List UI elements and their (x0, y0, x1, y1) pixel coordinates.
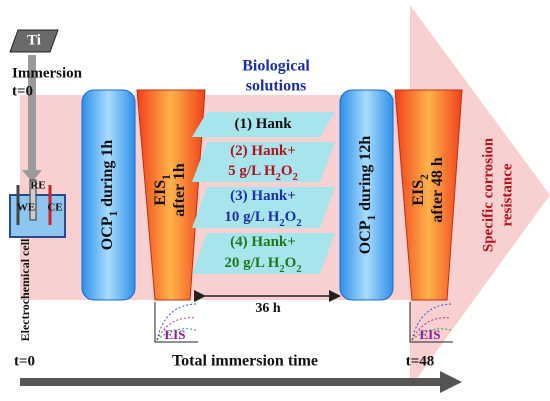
outcome-label: Specific corrosion resistance (480, 137, 515, 252)
text-run: OCP (357, 220, 374, 254)
text-run: EIS (410, 180, 427, 206)
eis-text: EIS2 (410, 174, 431, 206)
timeline-arrow (20, 371, 462, 393)
electrode (29, 179, 37, 221)
ocp-text: OCP1 during 12h (357, 136, 378, 255)
text-run: (1) Hank (234, 116, 292, 132)
text-run: after 48 h (429, 157, 446, 223)
text-run: during 12h (357, 136, 374, 215)
eis-plot-label: EIS (165, 327, 186, 342)
plot-curve (156, 303, 197, 341)
subscript: 2 (296, 264, 301, 275)
text-run: 20 g/L H (224, 255, 279, 271)
plot-axes (154, 302, 198, 343)
cell-label: Electrochemical cell (18, 238, 32, 341)
eis-plot (409, 302, 453, 343)
subscript: 2 (293, 172, 298, 183)
biological-label: Biological (242, 58, 310, 75)
text-run: (4) Hank+ (230, 234, 296, 250)
ocp-label: OCP1 during 1h (99, 140, 120, 251)
ocp-bar (81, 89, 136, 301)
biological-label: solutions (246, 78, 306, 95)
subscript: 1 (161, 174, 173, 180)
ti-plate (9, 29, 59, 53)
solution-text: (2) Hank+ (230, 143, 296, 159)
plot-curve (411, 328, 452, 341)
text-run: OCP (99, 216, 116, 250)
plot-curve (411, 317, 452, 341)
text-run: 10 g/L H (224, 209, 279, 225)
text-run: O (285, 209, 297, 225)
outcome-text: resistance (499, 163, 515, 226)
outcome-text: Specific corrosion (480, 137, 496, 252)
text-run: 5 g/L H (228, 163, 276, 179)
ocp-text: OCP1 during 1h (99, 140, 120, 251)
solution-box (192, 187, 335, 228)
text-run: (2) Hank+ (230, 143, 296, 159)
electrode-label: CE (47, 202, 62, 214)
eis-block (394, 89, 463, 301)
immersion-label: Immersion (12, 65, 83, 81)
subscript: 2 (279, 218, 284, 229)
time-label: t=48 (406, 353, 435, 369)
text-run: during 1h (99, 140, 116, 211)
subscript: 2 (296, 218, 301, 229)
subscript: 1 (366, 214, 378, 220)
eis-text: after 48 h (429, 157, 446, 223)
solution-text: (3) Hank+ (230, 188, 296, 204)
text-run: after 1h (171, 163, 188, 217)
subscript: 1 (108, 210, 120, 216)
text-run: O (281, 163, 293, 179)
eis-plot (154, 302, 198, 343)
eis-block (136, 89, 206, 301)
electrode-label: RE (30, 180, 45, 192)
ocp-label: OCP1 during 12h (357, 136, 378, 255)
solution-box (192, 142, 335, 182)
plot-axes (409, 302, 453, 343)
electrode-label: WE (17, 202, 35, 214)
solution-text: 5 g/L H2O2 (228, 163, 298, 182)
plot-curve (156, 317, 197, 341)
time-label: t=0 (14, 353, 35, 369)
ti-label: Ti (27, 32, 41, 48)
solution-text: 10 g/L H2O2 (224, 209, 301, 228)
solution-text: (4) Hank+ (230, 234, 296, 250)
solution-text: (1) Hank (234, 116, 292, 132)
electrochemical-cell (9, 179, 66, 238)
eis-text: after 1h (171, 163, 188, 217)
timeline-label: Total immersion time (172, 353, 318, 370)
plot-curve (411, 303, 452, 341)
solution-text: 20 g/L H2O2 (224, 255, 301, 274)
plot-curve (156, 328, 197, 341)
subscript: 2 (276, 172, 281, 183)
text-run: (3) Hank+ (230, 188, 296, 204)
subscript: 2 (279, 264, 284, 275)
solution-box (192, 233, 335, 274)
interval-label: 36 h (255, 301, 281, 316)
immersion-arrow (22, 55, 42, 182)
text-run: EIS (152, 180, 169, 206)
eis-text: EIS1 (152, 174, 173, 206)
eis-plot-label: EIS (420, 327, 441, 342)
solution-box (192, 112, 335, 137)
text-run: O (285, 255, 297, 271)
subscript: 2 (419, 174, 431, 180)
ocp-bar (339, 89, 394, 301)
time-label: t=0 (12, 83, 33, 99)
